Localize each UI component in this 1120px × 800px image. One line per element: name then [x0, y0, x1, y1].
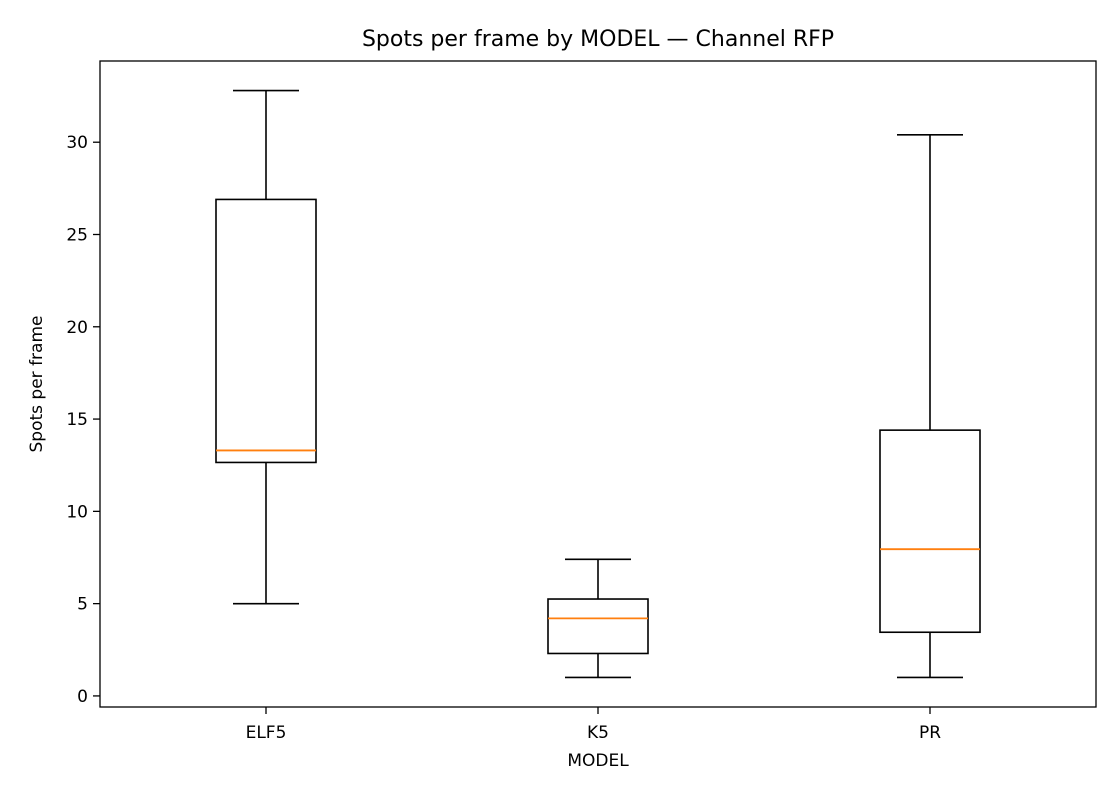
- iqr-box: [547, 598, 649, 655]
- y-tick-label: 20: [66, 318, 88, 338]
- y-tick-label: 10: [66, 502, 88, 522]
- chart-title: Spots per frame by MODEL — Channel RFP: [362, 27, 834, 52]
- x-axis-label: MODEL: [567, 751, 629, 771]
- box-pr: [879, 134, 981, 679]
- y-tick-label: 0: [77, 687, 88, 707]
- y-tick-label: 25: [66, 225, 88, 245]
- x-tick-label: ELF5: [246, 723, 287, 743]
- plot-area-frame: [99, 60, 1097, 708]
- y-axis-label: Spots per frame: [27, 316, 47, 453]
- x-tick-label: K5: [587, 723, 609, 743]
- iqr-box: [879, 429, 981, 634]
- x-tick-label: PR: [919, 723, 941, 743]
- y-tick-label: 30: [66, 133, 88, 153]
- x-axis: ELF5 K5 PR: [246, 707, 941, 743]
- box-k5: [547, 558, 649, 679]
- iqr-box: [215, 198, 317, 464]
- y-tick-label: 15: [66, 410, 88, 430]
- y-tick-label: 5: [77, 595, 88, 615]
- boxes-group: [215, 89, 981, 679]
- box-elf5: [215, 89, 317, 605]
- y-axis: 0 5 10 15 20 25 30: [66, 133, 100, 707]
